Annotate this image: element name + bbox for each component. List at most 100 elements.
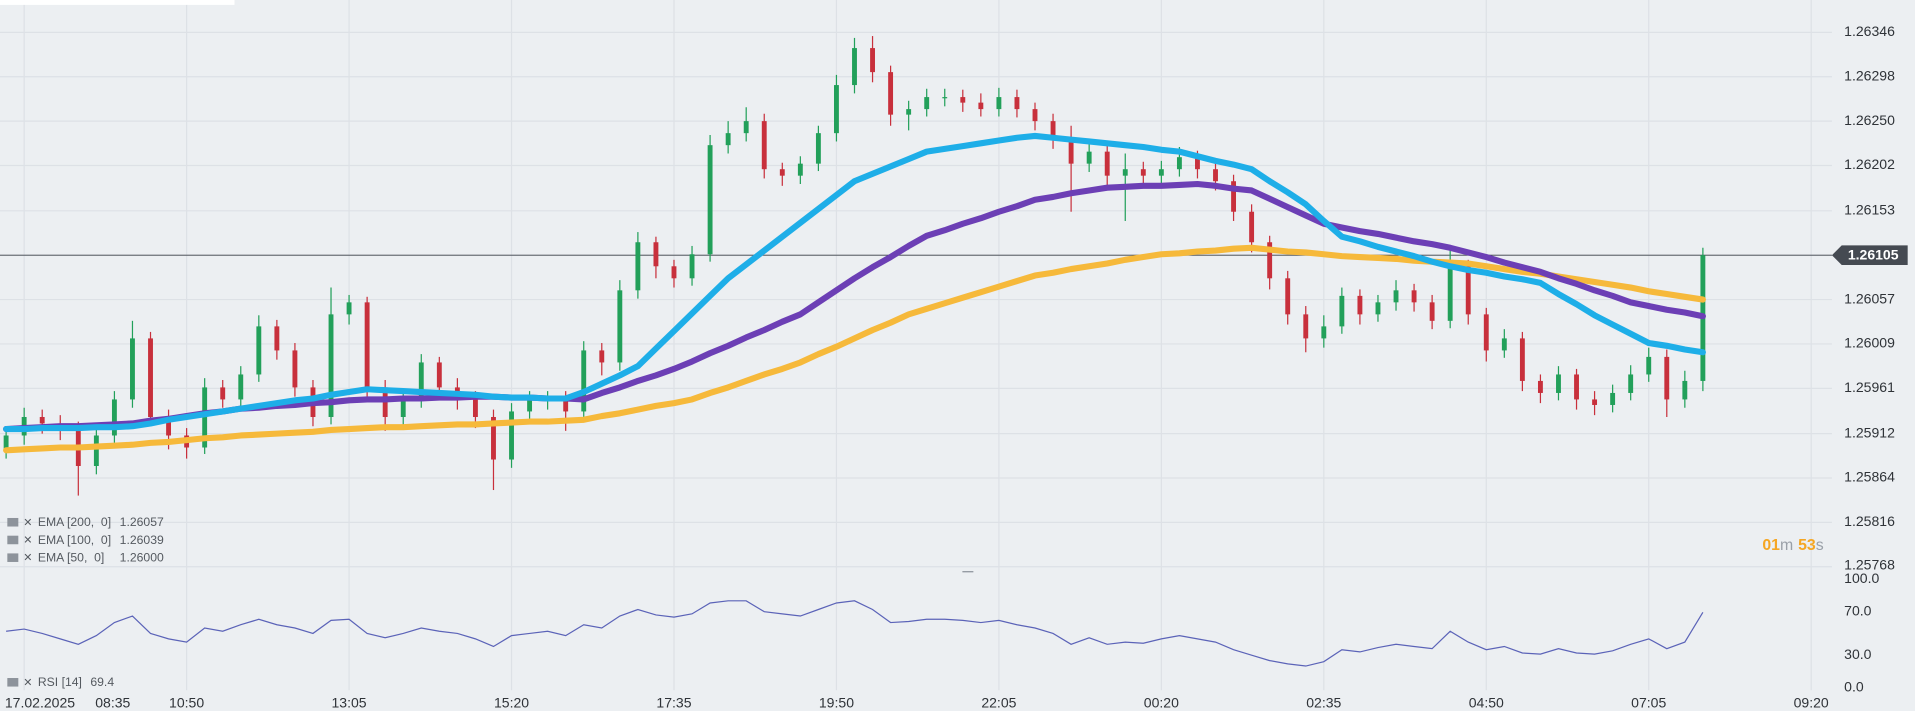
price-box <box>1831 245 1908 265</box>
candle-body <box>1339 295 1345 327</box>
x-tick-label: 02:35 <box>1306 694 1341 710</box>
candle-body <box>1267 242 1273 279</box>
legend-close[interactable]: ✕ <box>23 677 32 689</box>
candle-body <box>1574 374 1579 400</box>
candle-body <box>1628 374 1634 393</box>
candle-body <box>364 302 370 388</box>
legend-menu-icon[interactable] <box>7 517 19 527</box>
candle-body <box>834 85 839 134</box>
legend-name: EMA [200, 0] <box>38 515 111 529</box>
top-bar <box>0 0 235 5</box>
candle-body <box>1213 169 1218 182</box>
candle-body <box>346 302 352 315</box>
x-tick-label: 19:50 <box>819 694 854 710</box>
candle-body <box>256 326 262 375</box>
candle-body <box>1104 151 1110 176</box>
legend-menu-icon[interactable] <box>7 553 19 562</box>
candle-body <box>797 163 803 176</box>
legend-close[interactable]: ✕ <box>23 534 32 546</box>
y-tick-label: 1.25816 <box>1844 513 1895 529</box>
legend-name: EMA [50, 0] <box>38 551 104 565</box>
legend-name: EMA [100, 0] <box>38 533 111 547</box>
rsi-tick-label: 100.0 <box>1844 570 1879 586</box>
y-tick-label: 1.26153 <box>1844 202 1895 218</box>
candle-body <box>1195 157 1200 170</box>
candle-body <box>1429 302 1435 321</box>
candle-body <box>852 48 857 86</box>
candle-body <box>1014 97 1020 110</box>
y-tick-label: 1.25768 <box>1844 556 1895 572</box>
candle-body <box>292 350 298 388</box>
legend-value: 1.26000 <box>120 551 164 565</box>
legend-menu-icon[interactable] <box>7 535 19 545</box>
ema-line <box>3 132 1706 433</box>
price-box-label: 1.26105 <box>1848 247 1899 263</box>
candle-body <box>1537 380 1543 393</box>
y-tick-label: 1.25912 <box>1844 424 1895 440</box>
candle-body <box>1068 138 1074 164</box>
candle-body <box>978 102 984 110</box>
candle-body <box>111 399 117 436</box>
countdown-seconds: 53 <box>1798 537 1816 554</box>
candle-body <box>472 399 478 417</box>
candle-body <box>274 326 280 351</box>
countdown: 01m 53s <box>1762 537 1823 554</box>
x-tick-label: 17:35 <box>656 694 691 710</box>
y-tick-label: 1.26250 <box>1844 112 1895 128</box>
candle-body <box>1032 109 1038 122</box>
x-tick-label: 22:05 <box>981 694 1016 710</box>
x-tick-label: 00:20 <box>1144 694 1179 710</box>
candle-body <box>888 72 894 115</box>
candle-body <box>1556 374 1561 393</box>
x-tick-label: 13:05 <box>332 694 367 710</box>
legend-close[interactable]: ✕ <box>23 552 32 564</box>
y-tick-label: 1.25961 <box>1844 379 1895 395</box>
candle-body <box>924 97 930 110</box>
legend-close[interactable]: ✕ <box>23 517 32 529</box>
candle-body <box>1447 266 1453 321</box>
x-tick-label: 15:20 <box>494 694 529 710</box>
candle-body <box>779 169 785 176</box>
y-tick-label: 1.26346 <box>1844 23 1895 39</box>
rsi-tick-label: 0.0 <box>1844 678 1864 694</box>
candle-body <box>1682 380 1688 400</box>
candle-body <box>960 97 966 103</box>
candle-body <box>761 121 767 170</box>
candle-body <box>1483 314 1489 351</box>
candle-body <box>743 121 749 134</box>
y-tick-label: 1.26298 <box>1844 67 1895 83</box>
candle-body <box>725 133 731 146</box>
rsi-line <box>6 600 1704 667</box>
candle-body <box>3 435 9 450</box>
candle-body <box>436 362 442 388</box>
y-tick-label: 1.26009 <box>1844 335 1895 351</box>
candle-body <box>418 362 424 400</box>
candle-body <box>1610 392 1616 405</box>
candle-body <box>996 97 1002 110</box>
candle-body <box>1231 181 1237 212</box>
candle-body <box>1646 356 1652 375</box>
candle-body <box>166 416 172 436</box>
candle-body <box>130 338 135 400</box>
candle-body <box>815 133 821 164</box>
candle-body <box>1411 290 1417 303</box>
candle-body <box>1375 302 1381 315</box>
candle-body <box>1176 157 1182 170</box>
candle-body <box>689 254 695 279</box>
candle-body <box>491 416 496 460</box>
candle-body <box>1321 326 1327 339</box>
legend-menu-icon[interactable] <box>7 678 19 687</box>
candle-body <box>93 435 99 466</box>
candle-body <box>238 374 244 400</box>
candle-body <box>1501 338 1507 351</box>
candle-body <box>1519 338 1525 381</box>
candle-body <box>1357 295 1363 315</box>
candle-body <box>1393 290 1399 303</box>
ema-line <box>3 180 1706 433</box>
candle-body <box>1158 169 1164 176</box>
legend-value: 1.26039 <box>120 533 164 547</box>
candle-body <box>1249 211 1255 243</box>
x-tick-label: 07:05 <box>1631 694 1666 710</box>
